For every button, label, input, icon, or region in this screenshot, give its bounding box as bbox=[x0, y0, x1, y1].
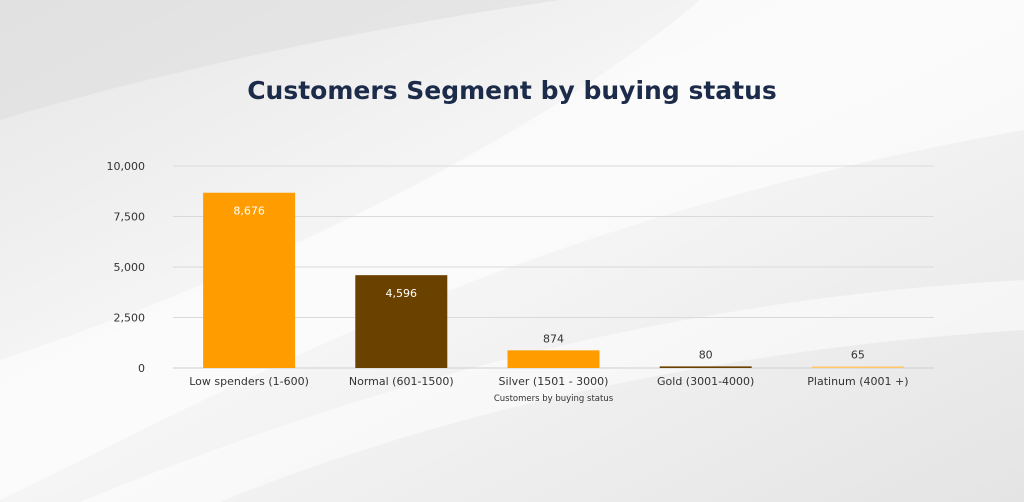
x-axis-title: Customers by buying status bbox=[494, 394, 614, 404]
bar bbox=[507, 350, 600, 368]
data-label: 80 bbox=[699, 348, 713, 361]
x-category-label: Silver (1501 - 3000) bbox=[499, 375, 609, 388]
y-axis-tick-labels: 0 2,500 5,000 7,500 10,000 bbox=[107, 160, 146, 375]
data-label: 4,596 bbox=[386, 287, 418, 300]
bars bbox=[203, 192, 904, 368]
bar bbox=[203, 192, 296, 368]
x-category-label: Normal (601-1500) bbox=[349, 375, 454, 388]
y-tick-label: 2,500 bbox=[114, 312, 146, 325]
data-labels: 8,676 4,596 874 80 65 bbox=[233, 205, 865, 362]
y-tick-label: 10,000 bbox=[107, 160, 146, 173]
x-category-label: Gold (3001-4000) bbox=[657, 375, 754, 388]
y-tick-label: 7,500 bbox=[114, 211, 146, 224]
data-label: 65 bbox=[851, 349, 865, 362]
x-category-label: Platinum (4001 +) bbox=[807, 375, 908, 388]
bar bbox=[659, 366, 752, 368]
data-label: 874 bbox=[543, 332, 564, 345]
bar bbox=[811, 366, 904, 368]
bar bbox=[355, 275, 448, 368]
x-category-label: Low spenders (1-600) bbox=[189, 375, 309, 388]
data-label: 8,676 bbox=[233, 205, 265, 218]
chart-title: Customers Segment by buying status bbox=[247, 76, 777, 105]
y-tick-label: 0 bbox=[138, 362, 145, 375]
y-tick-label: 5,000 bbox=[114, 261, 146, 274]
x-axis-category-labels: Low spenders (1-600) Normal (601-1500) Sil… bbox=[189, 375, 908, 388]
